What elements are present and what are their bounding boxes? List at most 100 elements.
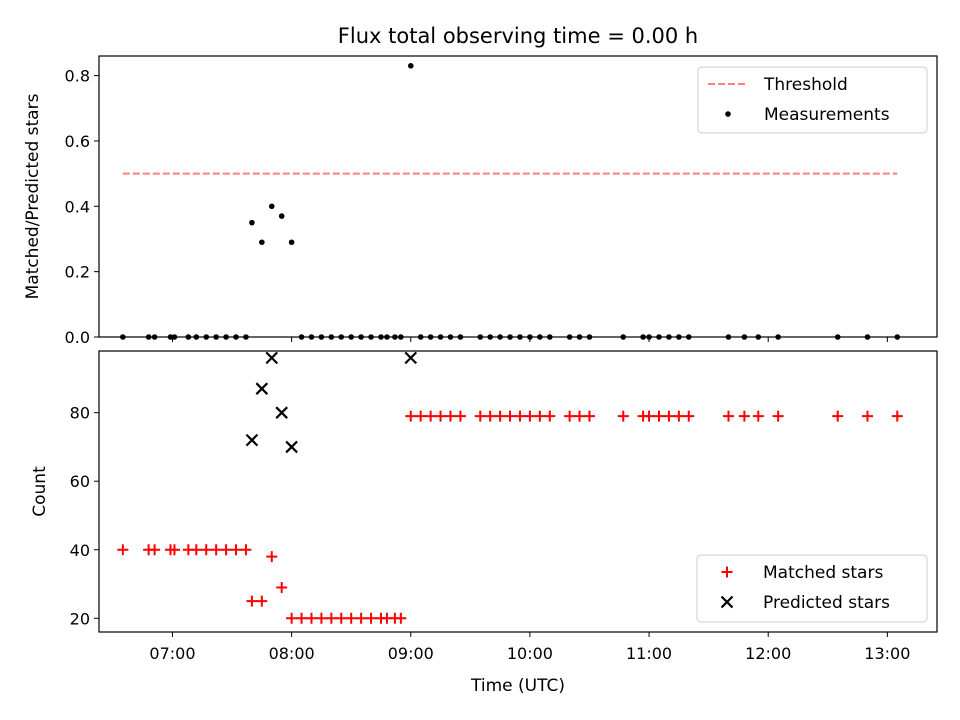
y-tick-label: 0.8 [65,67,90,86]
matched-star-point [246,595,258,607]
matched-star-point [663,410,675,422]
x-axis-label: Time (UTC) [470,676,565,696]
legend-label: Matched stars [763,563,883,583]
y-tick-label: 0.4 [65,197,90,216]
legend-matched-swatch [721,566,733,578]
legend-box [697,66,928,134]
matched-star-point [345,612,357,624]
y-axis-label: Matched/Predicted stars [23,93,43,299]
predicted-star-point [285,440,298,454]
matched-star-point [772,410,784,422]
matched-star-point [435,410,447,422]
measurement-point [407,63,414,69]
matched-star-point [564,410,576,422]
predicted-star-point [265,351,279,365]
matched-star-point [494,410,506,422]
legend-label: Measurements [764,105,890,125]
axes-frame [98,55,938,338]
measurement-point [259,239,265,246]
series-matched-stars [117,410,903,624]
legend-predicted-swatch [720,595,734,609]
matched-star-point [325,612,337,624]
matched-star-point [683,410,695,422]
matched-star-point [335,612,347,624]
legend-measurements-swatch [725,111,731,117]
panel-1: 0.0 0.2 0.4 0.6 0.8 Matched/Predicted stars Th… [23,55,938,347]
matched-star-point [832,410,844,422]
matched-star-point [276,581,288,593]
matched-star-point [425,410,437,422]
x-tick-label: 12:00 [745,644,791,663]
figure-title: Flux total observing time = 0.00 h [338,24,698,48]
legend-box [696,554,928,623]
matched-star-point [286,612,298,624]
plots: 0.0 0.2 0.4 0.6 0.8 Matched/Predicted stars Th… [23,55,938,663]
matched-star-point [653,410,665,422]
matched-star-point [190,544,202,556]
x-tick-label: 09:00 [388,644,434,663]
y-tick-label: 0.2 [65,263,90,282]
y-tick-label: 40 [70,541,90,560]
predicted-star-point [245,433,259,447]
matched-star-point [266,551,278,563]
matched-star-point [220,544,232,556]
x-tick-label: 10:00 [507,644,553,663]
matched-star-point [617,410,629,422]
matched-star-point [524,410,536,422]
matched-star-point [240,544,252,556]
matched-star-point [149,544,161,556]
x-tick-label: 07:00 [149,644,195,663]
matched-star-point [574,410,586,422]
matched-star-point [168,544,180,556]
matched-star-point [444,410,456,422]
matched-star-point [738,410,750,422]
y-tick-label: 60 [70,472,90,491]
matched-star-point [355,612,367,624]
predicted-star-point [275,406,288,419]
y-axis-label: Count [30,466,50,517]
matched-star-point [861,410,873,422]
matched-star-point [643,410,655,422]
axes-frame [98,350,938,633]
legend: Matched stars Predicted stars [696,554,928,623]
matched-star-point [722,410,734,422]
predicted-star-point [404,351,418,365]
predicted-star-point [255,382,269,395]
matched-star-point [673,410,685,422]
matched-star-point [454,410,466,422]
matched-star-point [230,544,242,556]
matched-star-point [514,410,526,422]
x-tick-label: 13:00 [864,644,910,663]
legend: Threshold Measurements [697,66,928,134]
x-tick-label: 08:00 [269,644,315,663]
matched-star-point [891,410,903,422]
measurement-point [278,213,285,219]
matched-star-point [305,612,317,624]
series-predicted-stars [245,351,418,454]
matched-star-point [296,612,308,624]
x-tick-label: 11:00 [626,644,672,663]
matched-star-point [583,410,595,422]
y-tick-label: 0.6 [65,132,90,151]
matched-star-point [256,595,268,607]
legend-label: Threshold [763,75,848,95]
measurement-point [288,239,295,246]
matched-star-point [484,410,496,422]
matched-star-point [405,410,417,422]
matched-star-point [752,410,764,422]
matched-star-point [534,410,546,422]
panel-2: 20 40 60 80 07:00 08:00 09:00 10:00 11:00 12:00 13… [30,350,938,663]
y-tick-label: 0.0 [65,328,90,347]
y-tick-label: 80 [70,404,90,423]
matched-star-point [200,544,212,556]
legend-label: Predicted stars [763,593,890,613]
matched-star-point [395,612,407,624]
measurement-point [268,203,275,210]
matched-star-point [504,410,516,422]
matched-star-point [365,612,377,624]
measurement-point [249,219,255,226]
matched-star-point [544,410,556,422]
y-tick-label: 20 [70,609,90,628]
matched-star-point [210,544,222,556]
